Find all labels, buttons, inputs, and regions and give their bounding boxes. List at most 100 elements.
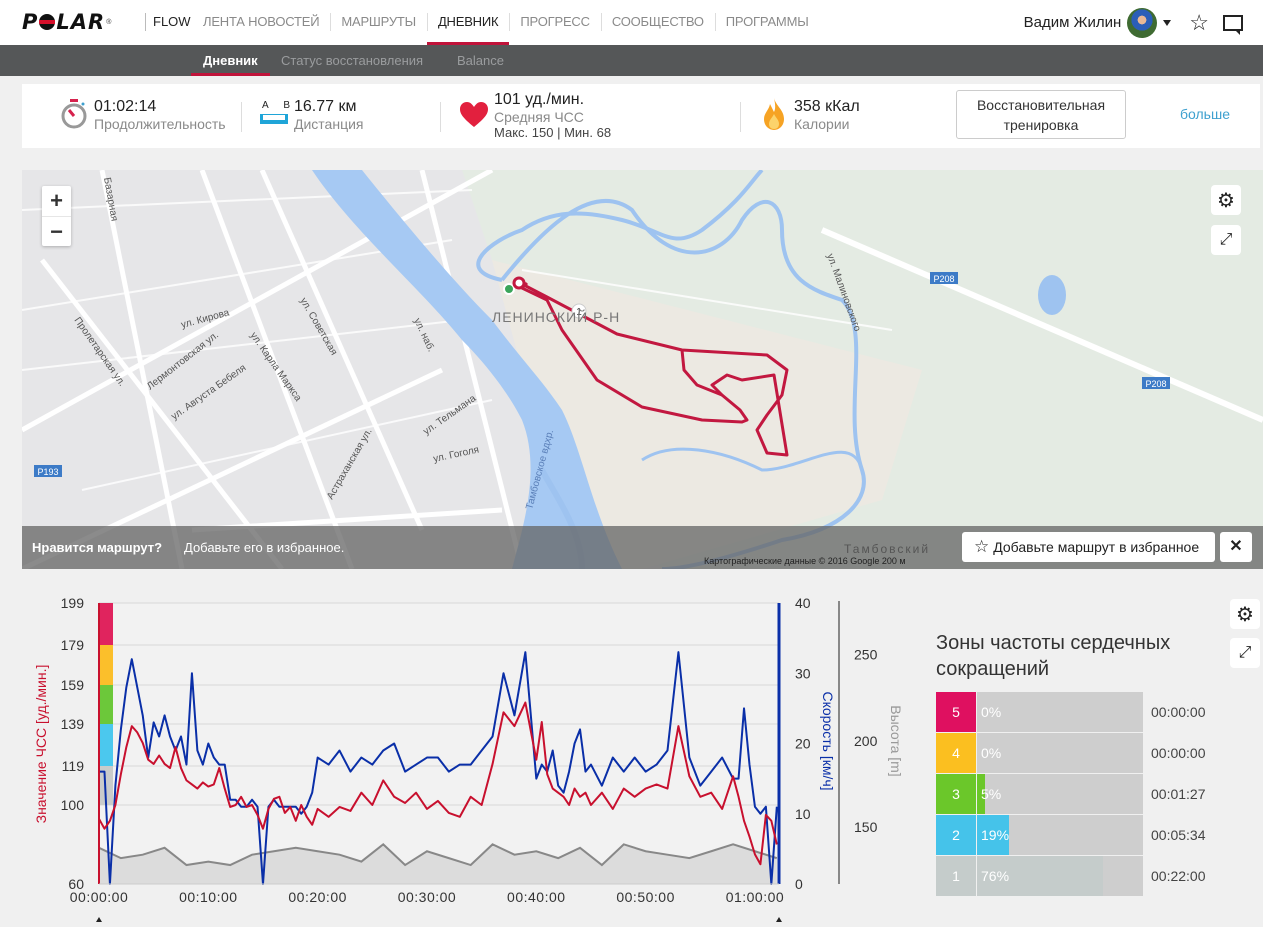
sport-profile-button[interactable]: Восстановительная тренировка bbox=[956, 90, 1126, 139]
avatar[interactable] bbox=[1127, 7, 1158, 38]
calories-label: Калории bbox=[794, 116, 850, 132]
hr-tick-label: 159 bbox=[61, 677, 85, 693]
expand-icon: ⤢ bbox=[1219, 231, 1233, 248]
duration-stat: 01:02:14 Продолжительность bbox=[94, 98, 226, 162]
x-tick-label: 00:30:00 bbox=[398, 889, 457, 905]
hr-zone-row: 5 0% bbox=[936, 692, 1143, 732]
hr-zone-row: 3 5% bbox=[936, 774, 1143, 814]
favorite-question: Нравится маршрут? bbox=[32, 540, 163, 555]
nav-progress[interactable]: ПРОГРЕСС bbox=[509, 0, 600, 45]
zone-number: 1 bbox=[936, 856, 976, 896]
range-handle-right[interactable] bbox=[776, 917, 782, 922]
x-tick-label: 00:40:00 bbox=[507, 889, 566, 905]
favorite-route-bar: Нравится маршрут? Добавьте его в избранн… bbox=[22, 526, 1263, 569]
svg-text:P208: P208 bbox=[1145, 379, 1166, 389]
favorite-button-label: Добавьте маршрут в избранное bbox=[993, 539, 1200, 555]
speed-tick-label: 40 bbox=[795, 595, 811, 611]
hr-tick-label: 119 bbox=[62, 758, 85, 774]
zones-fullscreen-button[interactable]: ⤢ bbox=[1230, 638, 1260, 668]
subnav-balance[interactable]: Balance bbox=[457, 53, 504, 68]
zone-number: 2 bbox=[936, 815, 976, 855]
x-tick-label: 00:50:00 bbox=[616, 889, 675, 905]
nav-news-feed[interactable]: ЛЕНТА НОВОСТЕЙ bbox=[203, 14, 320, 29]
zone-time: 00:01:27 bbox=[1151, 786, 1206, 802]
zone-time: 00:22:00 bbox=[1151, 868, 1206, 884]
zone-bar: 0% bbox=[977, 692, 1143, 732]
add-route-to-favorites-button[interactable]: ☆ Добавьте маршрут в избранное bbox=[962, 532, 1215, 562]
hr-zones-title: Зоны частоты сердечных сокращений bbox=[936, 632, 1171, 680]
nav-diary[interactable]: ДНЕВНИК bbox=[426, 0, 510, 45]
user-name[interactable]: Вадим Жилин bbox=[1023, 14, 1122, 31]
route-track bbox=[519, 281, 789, 457]
calories-value: 358 кКал bbox=[794, 98, 860, 115]
heart-rate-range: Макс. 150 | Мин. 68 bbox=[494, 125, 611, 141]
hr-tick-label: 100 bbox=[61, 797, 85, 813]
zoom-in-button[interactable]: + bbox=[50, 188, 63, 213]
road-sign-p208: P208 bbox=[930, 272, 958, 284]
hr-zone-band-3 bbox=[100, 685, 113, 724]
map-canvas[interactable]: 1 ЛЕНИНСКИЙ Р-Н P208 P208 P193 ул. Киров… bbox=[22, 170, 1263, 569]
training-chart[interactable]: 60 100 119 139 159 179 199 0 10 20 30 40 150 200 250 00… bbox=[22, 591, 914, 922]
point-b-label: B bbox=[283, 100, 290, 111]
chat-icon[interactable] bbox=[1223, 14, 1243, 35]
town-label: Тамбовский bbox=[844, 542, 931, 556]
route-map[interactable]: 1 ЛЕНИНСКИЙ Р-Н P208 P208 P193 ул. Киров… bbox=[22, 170, 1263, 569]
road-sign-p208: P208 bbox=[1142, 377, 1170, 389]
nav-routes[interactable]: МАРШРУТЫ bbox=[330, 0, 427, 45]
lap-marker[interactable] bbox=[571, 303, 587, 319]
hr-zone-row: 1 76% bbox=[936, 856, 1143, 896]
altitude-line bbox=[98, 843, 778, 867]
hr-zone-band-4 bbox=[100, 645, 113, 685]
zone-bar: 0% bbox=[977, 733, 1143, 773]
altitude-tick-label: 200 bbox=[854, 733, 878, 749]
zones-settings-button[interactable]: ⚙ bbox=[1230, 599, 1260, 629]
zone-bar-fill bbox=[977, 856, 1104, 896]
map-fullscreen-button[interactable]: ⤢ bbox=[1211, 225, 1241, 255]
speed-tick-label: 10 bbox=[795, 806, 811, 822]
divider bbox=[440, 102, 441, 132]
speed-line bbox=[99, 651, 778, 885]
separator: | bbox=[557, 125, 561, 140]
start-marker[interactable] bbox=[503, 283, 515, 295]
zone-bar: 5% bbox=[977, 774, 1143, 814]
subnav-recovery-status[interactable]: Статус восстановления bbox=[281, 53, 424, 68]
finish-marker[interactable] bbox=[512, 276, 526, 290]
close-button[interactable]: ✕ bbox=[1220, 532, 1252, 562]
divider bbox=[241, 102, 242, 132]
zone-bar: 19% bbox=[977, 815, 1143, 855]
zone-bar-fill bbox=[977, 815, 1009, 855]
subnav-diary[interactable]: Дневник bbox=[191, 45, 270, 76]
calories-stat: 358 кКал Калории bbox=[794, 98, 860, 162]
distance-label: Дистанция bbox=[294, 116, 364, 132]
star-icon: ☆ bbox=[974, 537, 990, 556]
training-chart-panel: 60 100 119 139 159 179 199 0 10 20 30 40 150 200 250 00… bbox=[22, 591, 914, 922]
duration-label: Продолжительность bbox=[94, 116, 226, 132]
gear-icon: ⚙ bbox=[1236, 603, 1254, 626]
hr-tick-label: 139 bbox=[61, 716, 85, 732]
map-zoom-control: + − bbox=[42, 186, 71, 246]
district-label: ЛЕНИНСКИЙ Р-Н bbox=[492, 308, 620, 325]
more-link[interactable]: больше bbox=[1180, 106, 1230, 122]
heart-rate-stat: 101 уд./мин. Средняя ЧСС Макс. 150 | Мин… bbox=[494, 91, 611, 155]
nav-programs[interactable]: ПРОГРАММЫ bbox=[714, 0, 820, 45]
star-icon[interactable]: ☆ bbox=[1189, 9, 1209, 35]
road-sign-p193: P193 bbox=[34, 465, 62, 477]
zone-bar: 76% bbox=[977, 856, 1143, 896]
polar-logo[interactable]: P LAR ® bbox=[22, 9, 111, 35]
favorite-hint: Добавьте его в избранное. bbox=[184, 540, 345, 555]
user-menu[interactable]: Вадим Жилин ☆ bbox=[1024, 0, 1263, 45]
range-handle-left[interactable] bbox=[96, 917, 102, 922]
hr-tick-label: 199 bbox=[61, 595, 85, 611]
nav-community[interactable]: СООБЩЕСТВО bbox=[600, 0, 715, 45]
zone-bar-fill bbox=[977, 774, 986, 814]
min-hr: Мин. 68 bbox=[564, 125, 612, 140]
sub-navigation: Дневник Статус восстановления Balance bbox=[0, 45, 1263, 76]
svg-text:P193: P193 bbox=[37, 467, 58, 477]
map-settings-button[interactable]: ⚙ bbox=[1211, 185, 1241, 215]
zone-number: 5 bbox=[936, 692, 976, 732]
zoom-out-button[interactable]: − bbox=[42, 216, 71, 246]
x-tick-label: 01:00:00 bbox=[726, 889, 785, 905]
main-nav: ЛЕНТА НОВОСТЕЙ МАРШРУТЫ ДНЕВНИК ПРОГРЕСС… bbox=[192, 0, 820, 45]
chevron-down-icon[interactable] bbox=[1163, 19, 1172, 26]
